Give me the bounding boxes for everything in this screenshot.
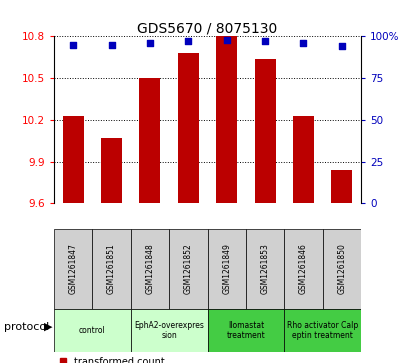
Text: protocol: protocol: [4, 322, 49, 332]
Text: GSM1261847: GSM1261847: [68, 243, 78, 294]
Text: GSM1261848: GSM1261848: [145, 243, 154, 294]
Point: [108, 42, 115, 48]
Bar: [216, 36, 237, 203]
Text: Rho activator Calp
eptin treatment: Rho activator Calp eptin treatment: [287, 321, 358, 340]
Bar: [208, 309, 284, 352]
Text: GSM1261846: GSM1261846: [299, 243, 308, 294]
Bar: [54, 229, 92, 309]
Bar: [54, 309, 131, 352]
Bar: [139, 78, 161, 203]
Bar: [208, 229, 246, 309]
Bar: [293, 116, 314, 203]
Title: GDS5670 / 8075130: GDS5670 / 8075130: [137, 21, 278, 35]
Bar: [63, 116, 84, 203]
Text: GSM1261849: GSM1261849: [222, 243, 231, 294]
Point: [146, 40, 153, 46]
Text: GSM1261853: GSM1261853: [261, 243, 270, 294]
Point: [262, 38, 269, 44]
Text: control: control: [79, 326, 106, 335]
Point: [185, 38, 192, 44]
Bar: [284, 229, 323, 309]
Bar: [131, 309, 208, 352]
Text: GSM1261852: GSM1261852: [184, 243, 193, 294]
Point: [300, 40, 307, 46]
Text: GSM1261850: GSM1261850: [337, 243, 347, 294]
Bar: [101, 138, 122, 203]
Point: [223, 37, 230, 42]
Bar: [254, 58, 276, 203]
Point: [339, 44, 345, 49]
Text: Ilomastat
treatment: Ilomastat treatment: [227, 321, 265, 340]
Legend: transformed count, percentile rank within the sample: transformed count, percentile rank withi…: [59, 357, 239, 363]
Bar: [93, 229, 131, 309]
Point: [70, 42, 76, 48]
Text: EphA2-overexpres
sion: EphA2-overexpres sion: [134, 321, 204, 340]
Bar: [331, 170, 352, 203]
Text: ▶: ▶: [44, 322, 52, 332]
Bar: [323, 229, 361, 309]
Bar: [178, 53, 199, 203]
Bar: [246, 229, 284, 309]
Bar: [284, 309, 361, 352]
Bar: [131, 229, 169, 309]
Bar: [169, 229, 208, 309]
Text: GSM1261851: GSM1261851: [107, 243, 116, 294]
